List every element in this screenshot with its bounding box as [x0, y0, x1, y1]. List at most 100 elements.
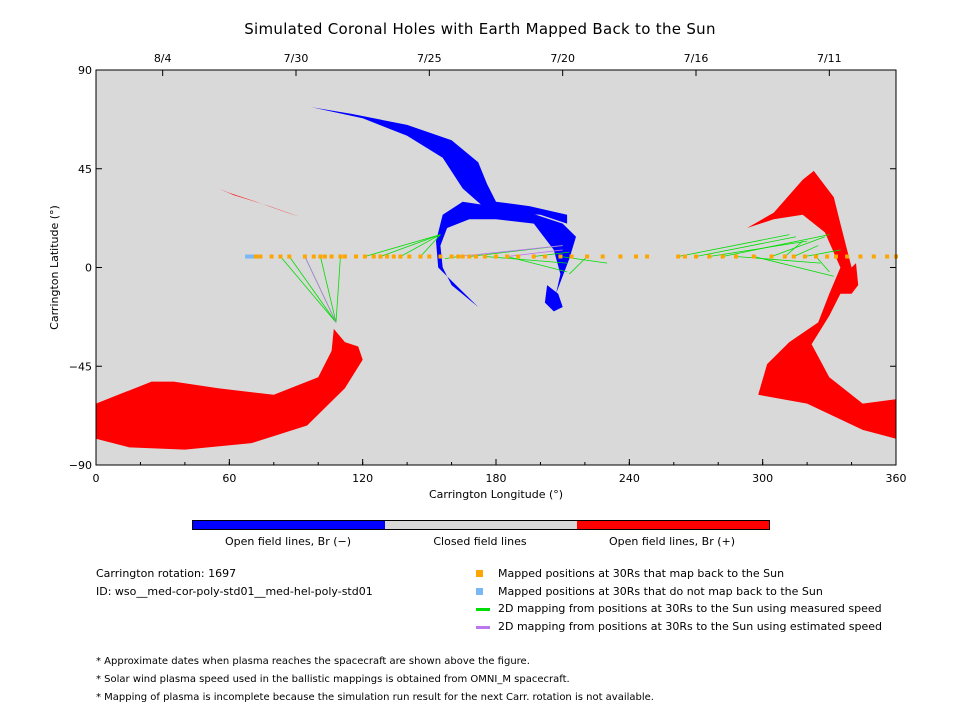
- mapped-point: [378, 254, 383, 259]
- mapped-point: [474, 254, 478, 259]
- measured-mapping-line: [364, 234, 441, 257]
- measured-mapping-line: [735, 256, 821, 264]
- x-tick-label: 60: [222, 472, 236, 485]
- mapped-point: [569, 254, 574, 259]
- measured-mapping-line: [815, 256, 830, 273]
- x-tick-label: 300: [752, 472, 773, 485]
- mapped-point: [302, 254, 307, 259]
- coronal-hole-positive-3: [218, 188, 301, 217]
- y-tick-label: −45: [69, 360, 92, 373]
- mapped-point: [885, 254, 890, 259]
- mapped-point: [751, 254, 756, 259]
- chart-title: Simulated Coronal Holes with Earth Mappe…: [244, 20, 716, 38]
- measured-mapping-line: [335, 256, 341, 323]
- mapped-point: [858, 254, 863, 259]
- mapped-point: [558, 254, 563, 259]
- coronal-hole-positive-5: [747, 170, 896, 439]
- measured-mapping-line: [420, 234, 441, 257]
- mapped-point: [871, 254, 876, 259]
- mapped-point: [449, 254, 454, 259]
- mapped-point: [834, 254, 838, 259]
- mapped-point: [398, 254, 403, 259]
- mapped-point: [845, 254, 850, 259]
- legend-measured-label: 2D mapping from positions at 30Rs to the…: [498, 602, 882, 615]
- colorbar-positive: [577, 521, 769, 529]
- not-mapped-point: [245, 254, 250, 259]
- measured-mapping-line: [280, 256, 337, 323]
- measured-mapping-line: [569, 256, 588, 275]
- mapped-point: [427, 254, 432, 259]
- mapped-point: [342, 254, 347, 259]
- mapped-point: [791, 254, 796, 259]
- run-id: ID: wso__med-cor-poly-std01__med-hel-pol…: [96, 585, 373, 598]
- measured-mapping-line: [804, 249, 841, 257]
- coronal-hole-positive-6: [838, 271, 854, 288]
- mapped-point: [682, 254, 687, 259]
- x-tick-label: 180: [486, 472, 507, 485]
- mapped-point: [707, 254, 712, 259]
- measured-mapping-line: [507, 256, 568, 273]
- x-tick-label: 0: [93, 472, 100, 485]
- coronal-hole-negative-1: [436, 201, 576, 307]
- mapped-point: [362, 254, 367, 259]
- mapped-point: [311, 254, 316, 259]
- x-tick-label: 120: [352, 472, 373, 485]
- not-mapped-point: [256, 254, 261, 259]
- mapped-point: [676, 254, 681, 259]
- mapped-point: [318, 254, 323, 259]
- measured-mapping-line: [793, 245, 819, 257]
- colorbar-negative: [193, 521, 385, 529]
- measured-mapping-line: [722, 234, 830, 257]
- mapped-point: [720, 254, 725, 259]
- estimated-line-icon: [476, 626, 490, 629]
- mapped-point: [467, 254, 472, 259]
- y-tick-label: 0: [85, 262, 92, 275]
- mapped-point: [418, 254, 423, 259]
- mapped-point: [460, 254, 465, 259]
- mapped-point: [542, 254, 547, 259]
- mapped-point: [494, 254, 498, 259]
- mapped-point: [634, 254, 638, 259]
- mapped-point: [254, 254, 258, 259]
- mapped-point: [269, 254, 274, 259]
- legend-estimated-label: 2D mapping from positions at 30Rs to the…: [498, 620, 883, 633]
- coronal-hole-negative-2: [544, 285, 563, 312]
- mapped-point: [391, 254, 396, 259]
- date-label: 7/20: [550, 52, 575, 65]
- legend-mapped-label: Mapped positions at 30Rs that map back t…: [498, 567, 785, 580]
- y-tick-label: 90: [78, 64, 92, 77]
- colorbar-neg-label: Open field lines, Br (−): [224, 535, 352, 548]
- mapped-point: [782, 254, 787, 259]
- mapped-point: [618, 254, 623, 259]
- y-tick-label: 45: [78, 163, 92, 176]
- date-label: 8/4: [154, 52, 172, 65]
- coronal-hole-map: 0 60 120 180 240 300 360 90 45 0 −45 −90 8/4 7/30 7/25…: [48, 52, 907, 501]
- measured-mapping-line: [380, 234, 441, 257]
- footnote-speed: * Solar wind plasma speed used in the ba…: [96, 674, 570, 685]
- measured-mapping-line: [784, 240, 803, 257]
- measured-mapping-line: [320, 256, 337, 323]
- footnote-dates: * Approximate dates when plasma reaches …: [96, 656, 530, 667]
- mapped-point: [287, 254, 292, 259]
- date-label: 7/16: [684, 52, 709, 65]
- measured-mapping-line: [484, 256, 568, 264]
- not-mapped-marker-icon: [476, 588, 483, 595]
- not-mapped-point: [251, 254, 256, 259]
- coronal-hole-negative-0: [311, 107, 568, 224]
- measured-mapping-line: [678, 234, 790, 257]
- mapped-point: [734, 254, 738, 259]
- x-axis-title: Carrington Longitude (°): [429, 488, 563, 501]
- measured-mapping-line: [400, 234, 441, 257]
- mapped-point: [694, 254, 698, 259]
- x-tick-label: 240: [619, 472, 640, 485]
- mapped-point: [531, 254, 536, 259]
- mapped-point: [600, 254, 605, 259]
- mapped-point: [385, 254, 390, 259]
- mapped-point: [802, 254, 807, 259]
- not-mapped-point: [247, 254, 252, 259]
- mapped-point: [322, 254, 327, 259]
- mapped-point: [438, 254, 443, 259]
- footnote-incomplete: * Mapping of plasma is incomplete becaus…: [96, 692, 654, 703]
- date-label: 7/25: [417, 52, 442, 65]
- mapped-point: [456, 254, 461, 259]
